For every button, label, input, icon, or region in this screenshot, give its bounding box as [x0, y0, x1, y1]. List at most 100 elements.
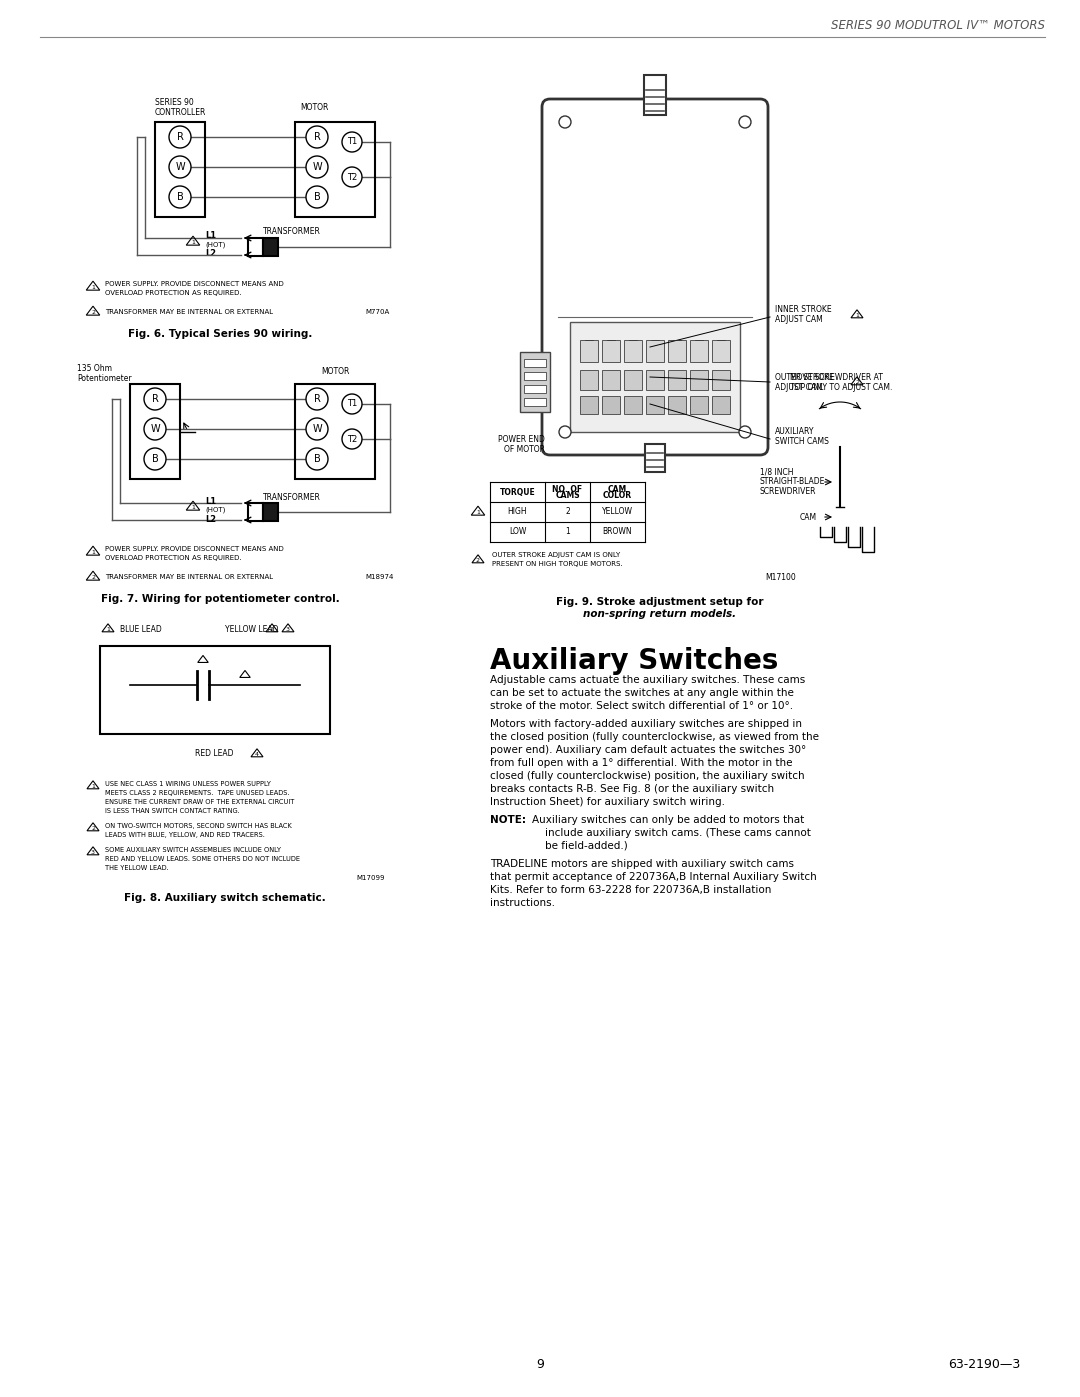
Text: power end). Auxiliary cam default actuates the switches 30°: power end). Auxiliary cam default actuat…	[490, 745, 807, 754]
Text: TRANSFORMER MAY BE INTERNAL OR EXTERNAL: TRANSFORMER MAY BE INTERNAL OR EXTERNAL	[105, 309, 273, 314]
Text: Motors with factory-added auxiliary switches are shipped in: Motors with factory-added auxiliary swit…	[490, 719, 802, 729]
Text: 1: 1	[191, 504, 194, 510]
Text: OUTER STROKE: OUTER STROKE	[775, 373, 834, 381]
Text: POWER SUPPLY. PROVIDE DISCONNECT MEANS AND: POWER SUPPLY. PROVIDE DISCONNECT MEANS A…	[105, 281, 284, 286]
Text: L2: L2	[205, 250, 216, 258]
Text: W: W	[150, 425, 160, 434]
Text: R: R	[313, 394, 321, 404]
Text: 1: 1	[91, 784, 95, 789]
Text: 4: 4	[255, 752, 259, 757]
Text: (HOT): (HOT)	[205, 507, 226, 513]
Text: W: W	[175, 162, 185, 172]
Bar	[645, 444, 665, 472]
Bar	[712, 339, 730, 362]
Circle shape	[739, 116, 751, 129]
Text: Fig. 9. Stroke adjustment setup for: Fig. 9. Stroke adjustment setup for	[556, 597, 764, 608]
Text: MOVE SCREWDRIVER AT: MOVE SCREWDRIVER AT	[789, 373, 882, 381]
Circle shape	[306, 156, 328, 177]
Text: YELLOW: YELLOW	[602, 507, 633, 517]
Text: L1: L1	[205, 232, 216, 240]
Text: MOTOR: MOTOR	[300, 103, 328, 112]
Text: TRANSFORMER MAY BE INTERNAL OR EXTERNAL: TRANSFORMER MAY BE INTERNAL OR EXTERNAL	[105, 574, 273, 580]
Text: Fig. 6. Typical Series 90 wiring.: Fig. 6. Typical Series 90 wiring.	[127, 330, 312, 339]
Text: W: W	[312, 162, 322, 172]
Text: AUXILIARY: AUXILIARY	[775, 427, 814, 436]
Text: closed (fully counterclockwise) position, the auxiliary switch: closed (fully counterclockwise) position…	[490, 771, 805, 781]
Text: 2: 2	[476, 557, 480, 563]
Text: that permit acceptance of 220736A,B Internal Auxiliary Switch: that permit acceptance of 220736A,B Inte…	[490, 872, 816, 882]
Text: Auxiliary Switches: Auxiliary Switches	[490, 647, 779, 675]
Text: USE NEC CLASS 1 WIRING UNLESS POWER SUPPLY: USE NEC CLASS 1 WIRING UNLESS POWER SUPP…	[105, 781, 271, 787]
Text: R: R	[176, 131, 184, 142]
Text: RED LEAD: RED LEAD	[195, 750, 233, 759]
Text: include auxiliary switch cams. (These cams cannot: include auxiliary switch cams. (These ca…	[545, 828, 811, 838]
Text: Kits. Refer to form 63-2228 for 220736A,B installation: Kits. Refer to form 63-2228 for 220736A,…	[490, 886, 771, 895]
Text: MOTOR: MOTOR	[321, 367, 349, 376]
Text: 2: 2	[270, 627, 274, 631]
Bar	[602, 395, 620, 414]
Text: OVERLOAD PROTECTION AS REQUIRED.: OVERLOAD PROTECTION AS REQUIRED.	[105, 555, 242, 562]
Text: instructions.: instructions.	[490, 898, 555, 908]
Text: POWER SUPPLY. PROVIDE DISCONNECT MEANS AND: POWER SUPPLY. PROVIDE DISCONNECT MEANS A…	[105, 546, 284, 552]
Text: Potentiometer: Potentiometer	[77, 374, 132, 383]
Text: T2: T2	[347, 172, 357, 182]
Text: W: W	[312, 425, 322, 434]
Bar	[580, 370, 598, 390]
Circle shape	[306, 388, 328, 409]
Text: IS LESS THAN SWITCH CONTACT RATING.: IS LESS THAN SWITCH CONTACT RATING.	[105, 807, 240, 814]
Text: LEADS WITH BLUE, YELLOW, AND RED TRACERS.: LEADS WITH BLUE, YELLOW, AND RED TRACERS…	[105, 833, 265, 838]
FancyBboxPatch shape	[542, 99, 768, 455]
Bar	[602, 370, 620, 390]
Text: 1: 1	[191, 240, 194, 244]
Text: SOME AUXILIARY SWITCH ASSEMBLIES INCLUDE ONLY: SOME AUXILIARY SWITCH ASSEMBLIES INCLUDE…	[105, 847, 281, 854]
Text: Fig. 8. Auxiliary switch schematic.: Fig. 8. Auxiliary switch schematic.	[124, 893, 326, 902]
Bar	[295, 122, 375, 217]
Text: T1: T1	[347, 400, 357, 408]
Circle shape	[306, 126, 328, 148]
Text: OUTER STROKE ADJUST CAM IS ONLY: OUTER STROKE ADJUST CAM IS ONLY	[492, 552, 620, 557]
Bar	[130, 384, 180, 479]
Text: TOP ONLY TO ADJUST CAM.: TOP ONLY TO ADJUST CAM.	[789, 383, 892, 391]
Bar	[602, 339, 620, 362]
Text: YELLOW LEAD: YELLOW LEAD	[225, 624, 279, 633]
Bar	[690, 395, 708, 414]
Text: non-spring return models.: non-spring return models.	[583, 609, 737, 619]
Text: 1: 1	[855, 313, 859, 319]
Text: BLUE LEAD: BLUE LEAD	[120, 624, 162, 633]
Text: STRAIGHT-BLADE: STRAIGHT-BLADE	[760, 478, 825, 486]
Text: BROWN: BROWN	[603, 528, 632, 536]
Circle shape	[342, 394, 362, 414]
Text: L1: L1	[205, 496, 216, 506]
Text: 2: 2	[91, 826, 95, 831]
Text: TRADELINE motors are shipped with auxiliary switch cams: TRADELINE motors are shipped with auxili…	[490, 859, 794, 869]
Bar	[264, 503, 278, 521]
Text: Adjustable cams actuate the auxiliary switches. These cams: Adjustable cams actuate the auxiliary sw…	[490, 675, 806, 685]
Text: LOW: LOW	[509, 528, 526, 536]
Text: 135 Ohm: 135 Ohm	[77, 365, 112, 373]
Text: breaks contacts R-B. See Fig. 8 (or the auxiliary switch: breaks contacts R-B. See Fig. 8 (or the …	[490, 784, 774, 793]
Text: T2: T2	[347, 434, 357, 443]
Bar	[712, 370, 730, 390]
Text: CAM: CAM	[800, 513, 818, 521]
Circle shape	[144, 418, 166, 440]
Text: from full open with a 1° differential. With the motor in the: from full open with a 1° differential. W…	[490, 759, 793, 768]
Text: MEETS CLASS 2 REQUIREMENTS.  TAPE UNUSED LEADS.: MEETS CLASS 2 REQUIREMENTS. TAPE UNUSED …	[105, 789, 289, 796]
Text: TRANSFORMER: TRANSFORMER	[264, 493, 321, 502]
Text: COLOR: COLOR	[603, 490, 632, 500]
Text: M17100: M17100	[765, 573, 796, 581]
Bar	[580, 395, 598, 414]
Text: CAM: CAM	[608, 485, 627, 493]
Text: 1: 1	[106, 627, 110, 631]
Bar	[624, 370, 642, 390]
Bar	[156, 122, 205, 217]
Text: M18974: M18974	[365, 574, 393, 580]
Bar	[624, 339, 642, 362]
Text: THE YELLOW LEAD.: THE YELLOW LEAD.	[105, 865, 168, 870]
Circle shape	[144, 388, 166, 409]
Bar	[248, 503, 264, 521]
Circle shape	[168, 156, 191, 177]
Text: 3: 3	[286, 627, 291, 631]
Text: HIGH: HIGH	[508, 507, 527, 517]
Text: 1: 1	[565, 528, 570, 536]
Bar	[100, 645, 330, 733]
